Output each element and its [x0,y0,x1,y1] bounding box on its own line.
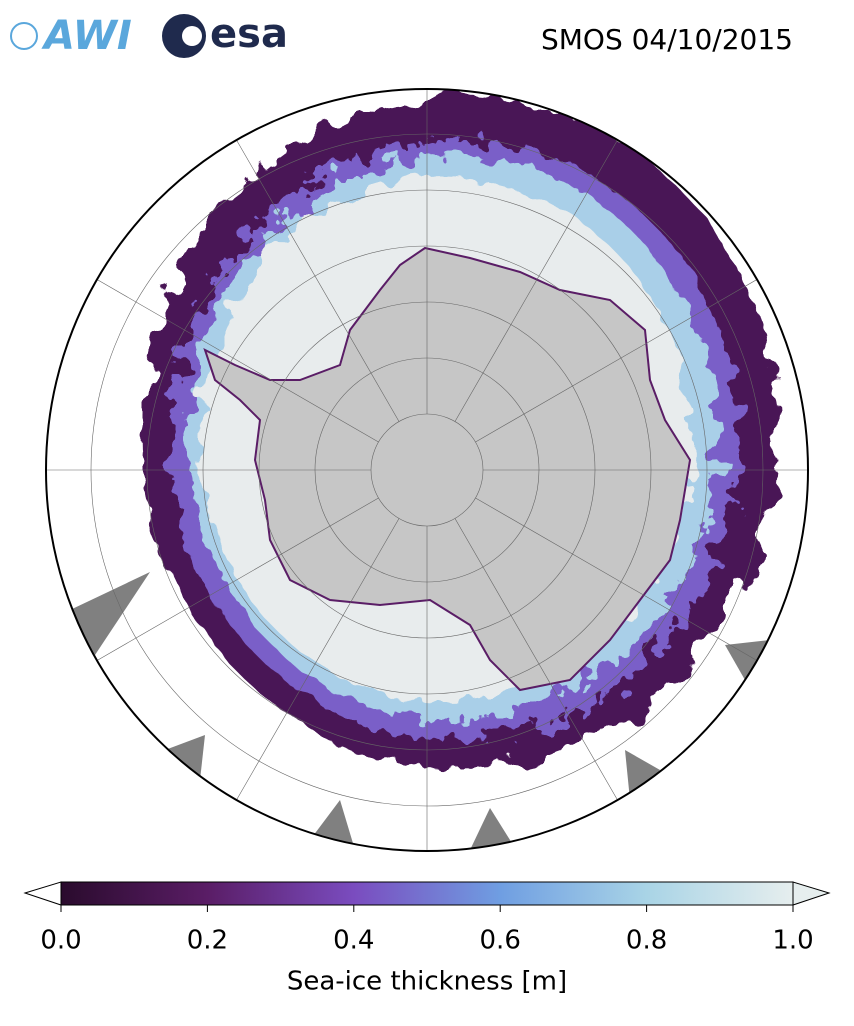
map-frame [45,88,809,852]
colorbar-tick-label: 1.0 [772,926,813,956]
meridian [475,497,765,666]
colorbar-extend-low [23,881,62,906]
colorbar-extend-high [792,881,831,906]
meridian [231,518,400,808]
colorbar-tick-label: 0.4 [333,926,374,956]
esa-logo: esa [162,11,288,58]
graticule [46,89,808,851]
meridian [89,497,379,666]
logo-text: esa [210,11,288,57]
meridian [475,274,765,443]
colorbar [60,881,794,906]
logo-text: AWI [41,13,132,59]
colorbar-tick-label: 0.8 [626,926,667,956]
colorbar-tick-label: 0.6 [480,926,521,956]
map-title: SMOS 04/10/2015 [541,23,793,56]
meridian [231,132,400,422]
meridian [454,518,623,808]
meridian [89,274,379,443]
antarctica [203,246,692,692]
map [46,89,808,851]
colorbar-tick-label: 0.2 [187,926,228,956]
missing-data [70,572,770,850]
colorbar-label: Sea-ice thickness [m] [287,967,567,997]
meridian [454,132,623,422]
colorbar-ticks: 0.0 0.2 0.4 0.6 0.8 1.0 [40,905,814,956]
awi-logo: AWI [10,13,132,59]
colorbar-tick-label: 0.0 [40,926,81,956]
